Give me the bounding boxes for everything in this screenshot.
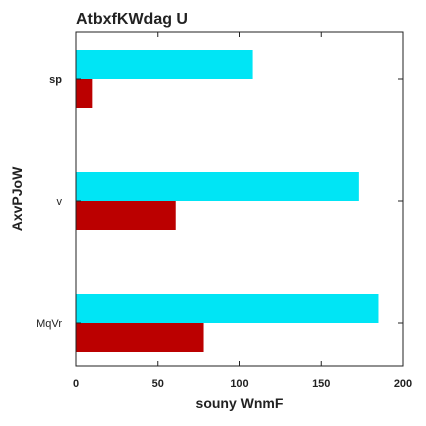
y-tick-label: v xyxy=(57,196,63,208)
bar-MqVr-series-1 xyxy=(76,294,379,323)
bar-MqVr-series-0 xyxy=(76,323,204,352)
bars-group xyxy=(76,50,379,352)
bar-v-series-0 xyxy=(76,201,176,230)
x-axis-label: souny WnmF xyxy=(196,395,284,411)
x-tick-label: 150 xyxy=(312,378,330,390)
x-tick-label: 0 xyxy=(73,378,79,390)
chart-title: AtbxfKWdag U xyxy=(76,11,188,28)
x-tick-label: 100 xyxy=(230,378,248,390)
bar-sp-series-1 xyxy=(76,50,253,79)
bar-sp-series-0 xyxy=(76,79,93,108)
x-tick-label: 200 xyxy=(394,378,412,390)
y-tick-label: sp xyxy=(49,74,62,86)
bar-v-series-1 xyxy=(76,172,359,201)
ticks-group: MqVr v sp 0 50 100 150 200 xyxy=(36,32,412,390)
y-tick-label: MqVr xyxy=(36,318,62,330)
x-tick-label: 50 xyxy=(152,378,164,390)
y-axis-label: AxvPJoW xyxy=(9,166,25,231)
